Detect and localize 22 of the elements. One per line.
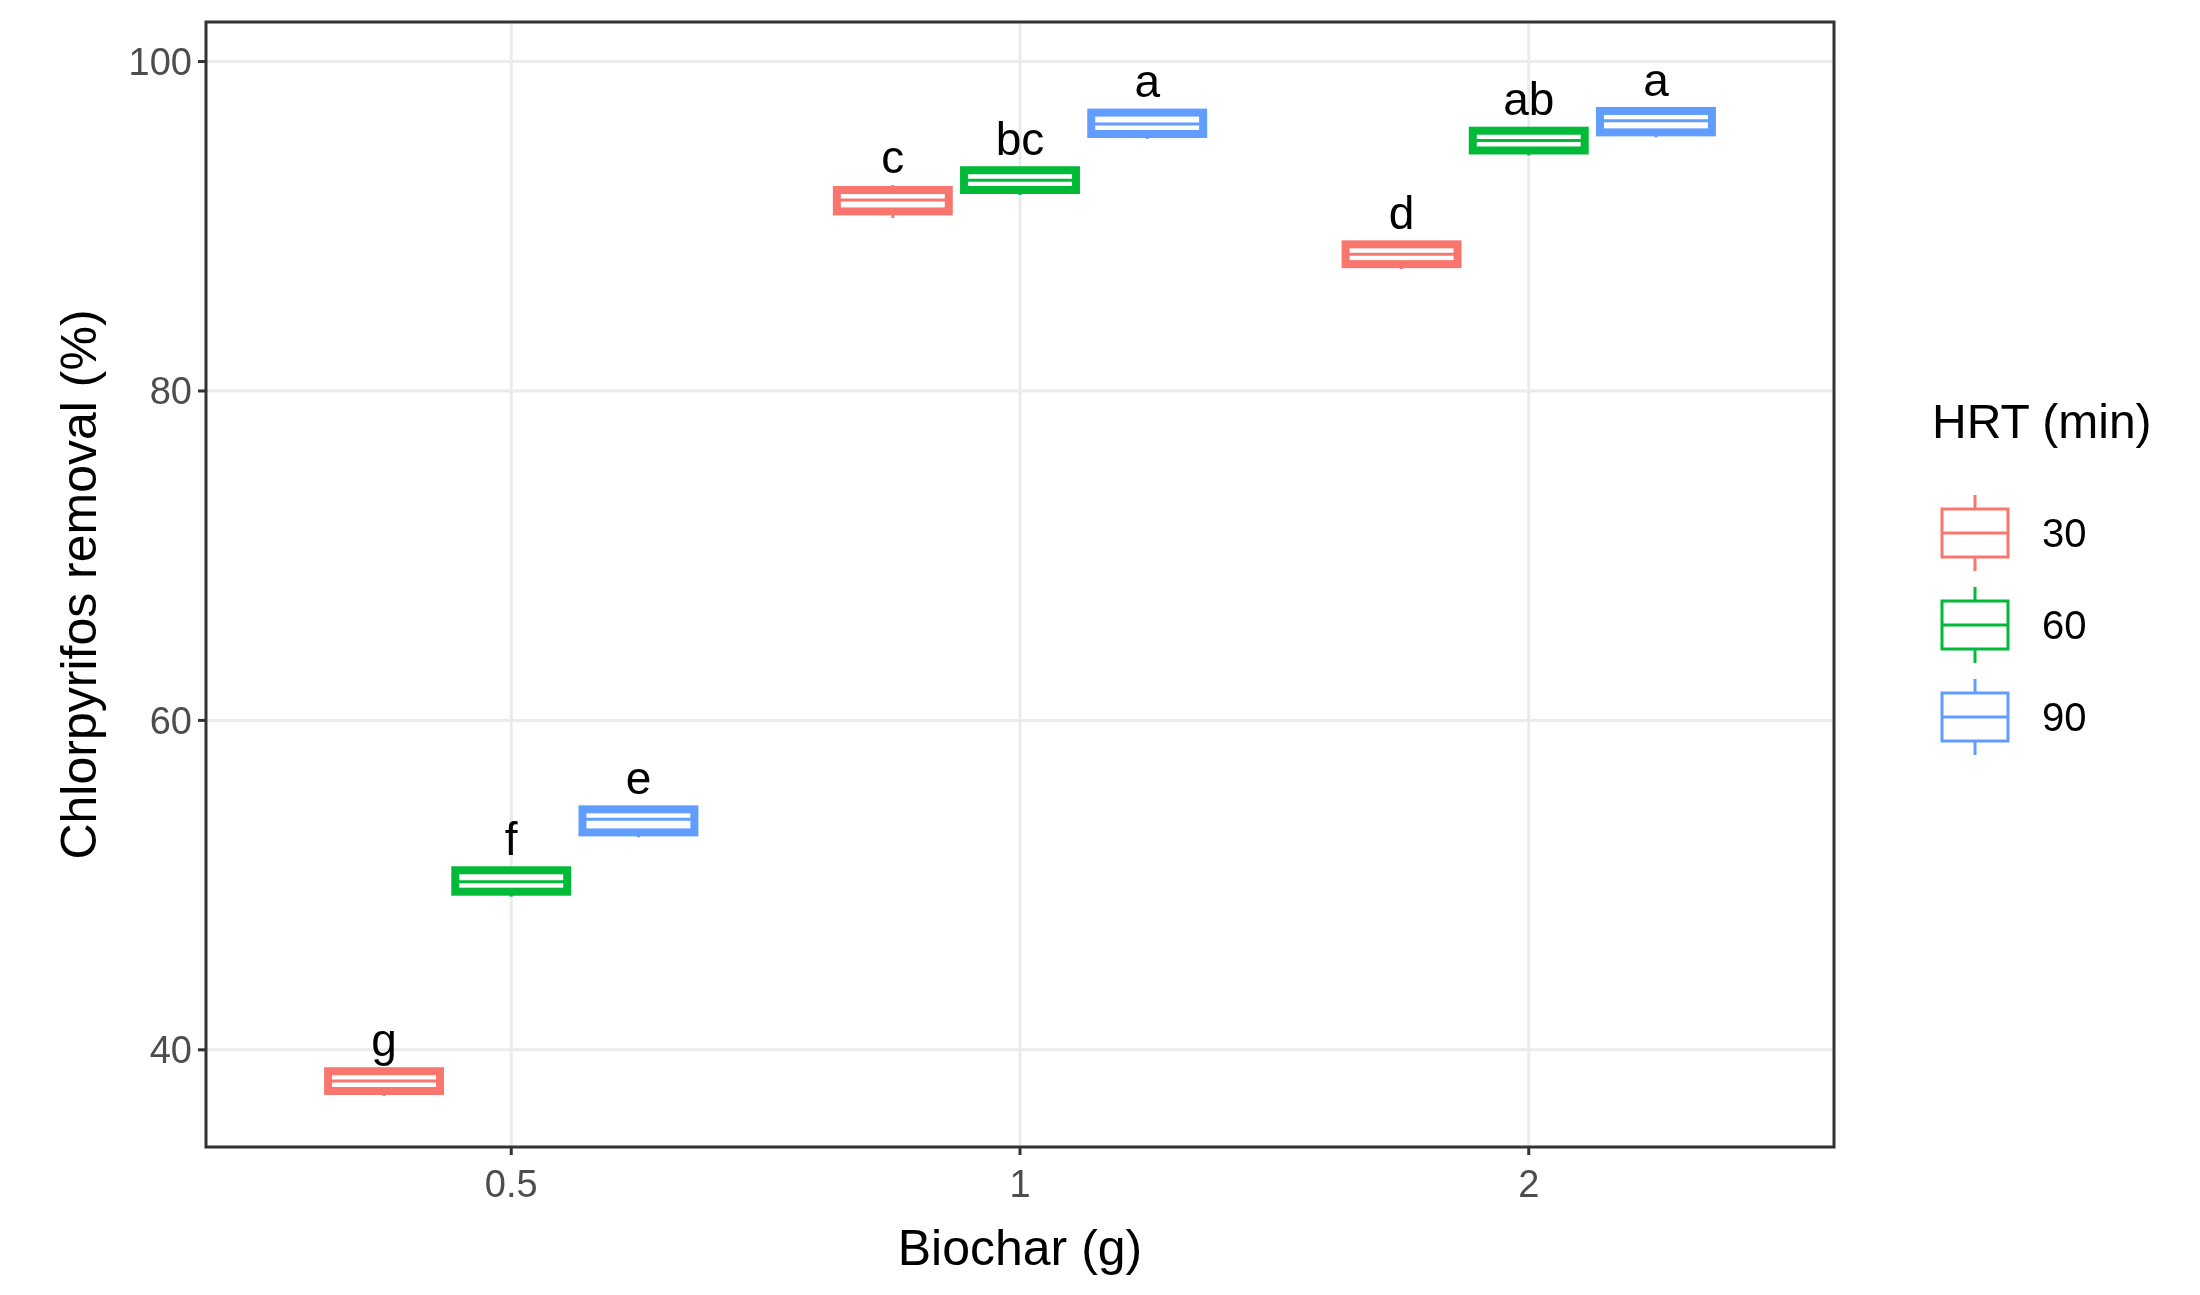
legend-label: 60 <box>2042 603 2087 647</box>
x-axis-title: Biochar (g) <box>897 1220 1143 1276</box>
legend-label: 30 <box>2042 511 2087 555</box>
annotation: e <box>625 752 652 805</box>
annotation: f <box>504 812 518 865</box>
x-tick-label: 0.5 <box>484 1163 538 1205</box>
x-tick-label: 2 <box>1518 1163 1540 1205</box>
y-axis-title: Chlorpyrifos removal (%) <box>51 309 107 860</box>
annotation: c <box>881 131 905 184</box>
y-tick-label: 80 <box>149 370 192 413</box>
annotation: d <box>1388 187 1415 240</box>
annotation: g <box>371 1013 397 1066</box>
annotation: a <box>1134 55 1161 108</box>
annotation: bc <box>995 112 1045 165</box>
legend-title: HRT (min) <box>1932 395 2152 448</box>
x-tick-label: 1 <box>1009 1163 1031 1205</box>
y-tick-label: 60 <box>149 699 192 742</box>
y-tick-label: 100 <box>128 40 192 83</box>
annotation: a <box>1643 53 1670 106</box>
y-tick-label: 40 <box>149 1029 192 1072</box>
legend-label: 90 <box>2042 695 2087 739</box>
annotation: ab <box>1503 73 1555 126</box>
